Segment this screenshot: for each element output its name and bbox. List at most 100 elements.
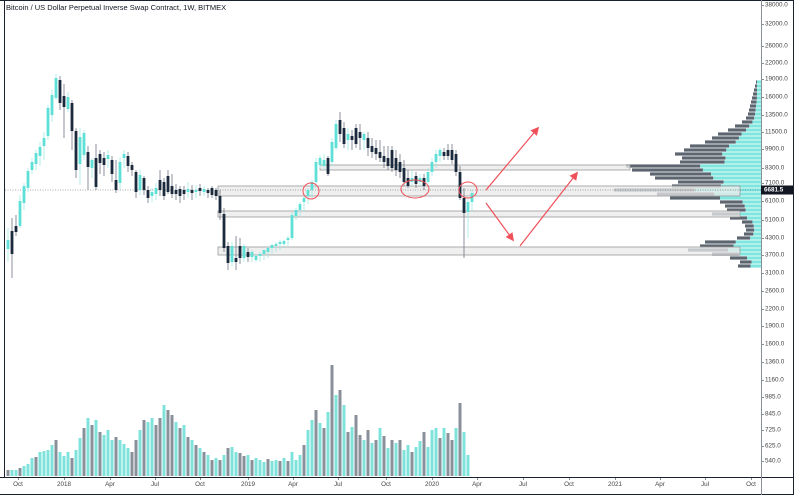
candle-body bbox=[190, 190, 194, 193]
candle-body bbox=[374, 148, 378, 154]
time-tick bbox=[18, 478, 19, 480]
projection-arrow bbox=[519, 171, 579, 247]
volume-profile-bar-down bbox=[632, 168, 703, 172]
volume-bar bbox=[338, 390, 342, 476]
volume-bar bbox=[190, 440, 194, 476]
volume-bar bbox=[10, 470, 14, 476]
candle-body bbox=[382, 156, 386, 162]
candle-body bbox=[10, 231, 14, 254]
volume-bar bbox=[262, 462, 266, 476]
time-tick bbox=[432, 478, 433, 480]
candle-body bbox=[70, 103, 74, 131]
volume-bar bbox=[6, 470, 10, 476]
candle-body bbox=[274, 244, 278, 246]
price-tick bbox=[761, 414, 764, 415]
volume-profile-bar-down bbox=[675, 152, 723, 156]
volume-profile-bar-up bbox=[755, 112, 761, 116]
price-label: 2600.0 bbox=[765, 287, 785, 295]
volume-bar bbox=[126, 448, 130, 476]
price-tick bbox=[761, 115, 764, 116]
candle-body bbox=[18, 201, 22, 226]
price-tick bbox=[761, 201, 764, 202]
support-resistance-zone bbox=[217, 210, 741, 218]
volume-profile-bar-down bbox=[678, 180, 724, 184]
highlight-ellipse bbox=[458, 181, 478, 199]
price-label: 845.0 bbox=[765, 410, 781, 418]
volume-bar bbox=[378, 428, 382, 476]
volume-bar bbox=[362, 440, 366, 476]
candle-body bbox=[466, 202, 470, 212]
time-label: Apr bbox=[472, 481, 482, 488]
candle-body bbox=[246, 252, 250, 257]
volume-bar bbox=[322, 428, 326, 476]
candle-body bbox=[106, 155, 110, 159]
volume-bar bbox=[246, 455, 250, 476]
candle-body bbox=[426, 172, 430, 182]
time-label: Oct bbox=[195, 481, 205, 488]
volume-bar bbox=[266, 459, 270, 476]
volume-profile-bar-up bbox=[741, 132, 761, 136]
volume-profile-bar-up bbox=[745, 208, 761, 212]
volume-profile-bar-down bbox=[655, 176, 714, 180]
time-label: Apr bbox=[288, 481, 298, 488]
price-label: 985.0 bbox=[765, 393, 781, 401]
volume-profile-bar-down bbox=[755, 84, 757, 88]
volume-bar bbox=[150, 418, 154, 476]
candle-body bbox=[170, 186, 174, 194]
time-label: Oct bbox=[746, 481, 756, 488]
volume-bar bbox=[118, 440, 122, 476]
volume-bar bbox=[258, 460, 262, 476]
volume-bar bbox=[374, 440, 378, 476]
volume-profile-bar-up bbox=[735, 240, 761, 244]
candle-body bbox=[30, 162, 34, 170]
price-label: 725.0 bbox=[765, 426, 781, 434]
candle-body bbox=[390, 150, 394, 168]
candle-body bbox=[434, 154, 438, 162]
price-label: 1900.0 bbox=[765, 322, 785, 330]
price-tick bbox=[761, 132, 764, 133]
volume-bar bbox=[202, 452, 206, 476]
candle-body bbox=[430, 162, 434, 172]
candle-body bbox=[62, 96, 66, 107]
volume-bar bbox=[446, 433, 450, 476]
volume-bar bbox=[106, 430, 110, 476]
volume-bar bbox=[110, 440, 114, 476]
volume-profile-bar-up bbox=[752, 120, 761, 124]
volume-profile-bar-up bbox=[724, 160, 761, 164]
volume-profile-bar-down bbox=[680, 160, 725, 164]
volume-profile-bar-up bbox=[757, 88, 761, 92]
price-label: 38000.0 bbox=[765, 1, 788, 9]
candle-body bbox=[230, 246, 234, 262]
candle-body bbox=[114, 180, 118, 190]
price-tick bbox=[761, 168, 764, 169]
candle-body bbox=[138, 175, 142, 190]
time-label: 2019 bbox=[240, 481, 256, 488]
time-label: Apr bbox=[105, 481, 115, 488]
candle-body bbox=[218, 196, 222, 213]
volume-profile-bar-down bbox=[746, 228, 755, 232]
volume-bar bbox=[42, 451, 46, 476]
price-label: 1160.0 bbox=[765, 376, 784, 384]
volume-bar bbox=[182, 425, 186, 476]
volume-bar bbox=[102, 435, 106, 476]
volume-bar bbox=[434, 428, 438, 476]
time-label: Jul bbox=[518, 481, 528, 488]
price-tick bbox=[761, 149, 764, 150]
candle-body bbox=[130, 165, 134, 170]
support-resistance-zone bbox=[217, 185, 741, 197]
volume-profile-bar-up bbox=[756, 96, 761, 100]
volume-profile-bar-down bbox=[756, 80, 757, 84]
candle-body bbox=[266, 248, 270, 252]
candle-body bbox=[142, 178, 146, 190]
volume-bar bbox=[402, 450, 406, 476]
volume-profile-bar-down bbox=[745, 224, 754, 228]
volume-bar bbox=[418, 441, 422, 476]
candle-body bbox=[198, 188, 202, 191]
volume-profile-bar-down bbox=[730, 256, 748, 260]
volume-bar bbox=[70, 458, 74, 476]
volume-bar bbox=[94, 420, 98, 476]
volume-bar bbox=[454, 428, 458, 476]
volume-bar bbox=[458, 403, 462, 476]
volume-profile-bar-down bbox=[753, 92, 757, 96]
